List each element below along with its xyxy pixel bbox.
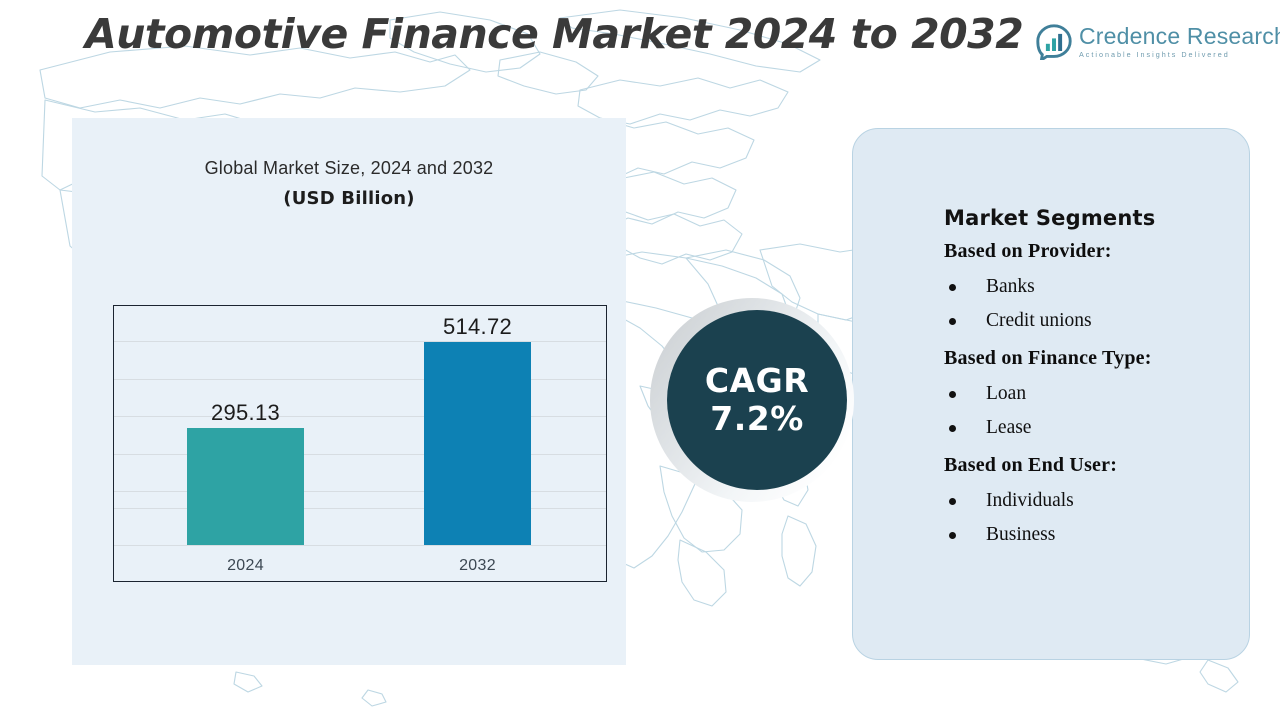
segment-list-end-user: Individuals Business [944, 484, 1244, 552]
bullet-icon [949, 531, 956, 539]
bullet-icon [949, 424, 956, 432]
bar-value-2024: 295.13 [210, 400, 281, 425]
brand-logo: Credence Research Actionable Insights De… [1036, 24, 1280, 64]
segment-item-label: Business [986, 524, 1056, 545]
list-item: Individuals [944, 484, 1244, 518]
list-item: Banks [944, 270, 1244, 304]
chart-subtitle-line1: Global Market Size, 2024 and 2032 [204, 158, 494, 178]
segment-item-label: Banks [986, 276, 1035, 297]
bullet-icon [949, 283, 956, 291]
bullet-icon [949, 497, 956, 505]
segment-heading-end-user: Based on End User: [944, 454, 1118, 476]
x-axis-label-2032: 2032 [459, 557, 496, 574]
bar-chart-bubble-logo-icon [1036, 24, 1072, 64]
market-segments-content: Market Segments Based on Provider: Banks… [944, 203, 1244, 558]
chart-subtitle-line2: (USD Billion) [283, 188, 415, 209]
bar-value-2032: 514.72 [442, 314, 513, 339]
chart-gridlines [114, 306, 606, 581]
cagr-badge: CAGR 7.2% [667, 310, 847, 490]
segment-list-finance-type: Loan Lease [944, 377, 1244, 445]
list-item: Business [944, 518, 1244, 552]
segment-heading-provider: Based on Provider: [944, 240, 1112, 262]
cagr-label: CAGR [704, 361, 810, 400]
list-item: Loan [944, 377, 1244, 411]
segment-heading-finance-type: Based on Finance Type: [944, 347, 1152, 369]
market-segments-panel [852, 128, 1250, 660]
cagr-value: 7.2% [710, 399, 804, 438]
segment-item-label: Lease [986, 417, 1032, 438]
segment-item-label: Individuals [986, 490, 1074, 511]
bar-2024 [187, 428, 304, 545]
segment-list-provider: Banks Credit unions [944, 270, 1244, 338]
segment-item-label: Credit unions [986, 310, 1092, 331]
list-item: Lease [944, 411, 1244, 445]
bullet-icon [949, 390, 956, 398]
bar-2032 [424, 342, 531, 545]
chart-plot-area: 295.13 514.72 2024 2032 [114, 306, 606, 581]
list-item: Credit unions [944, 304, 1244, 338]
market-segments-title: Market Segments [944, 206, 1156, 230]
segment-item-label: Loan [986, 383, 1027, 404]
bar-chart: 295.13 514.72 2024 2032 [113, 305, 607, 582]
page-title: Automotive Finance Market 2024 to 2032 [85, 10, 1024, 58]
bullet-icon [949, 317, 956, 325]
x-axis-label-2024: 2024 [227, 557, 264, 574]
logo-company-name: Credence Research [1079, 23, 1280, 49]
chart-panel [72, 118, 626, 665]
logo-tagline: Actionable Insights Delivered [1079, 50, 1230, 59]
logo-text-block: Credence Research Actionable Insights De… [1079, 24, 1280, 60]
